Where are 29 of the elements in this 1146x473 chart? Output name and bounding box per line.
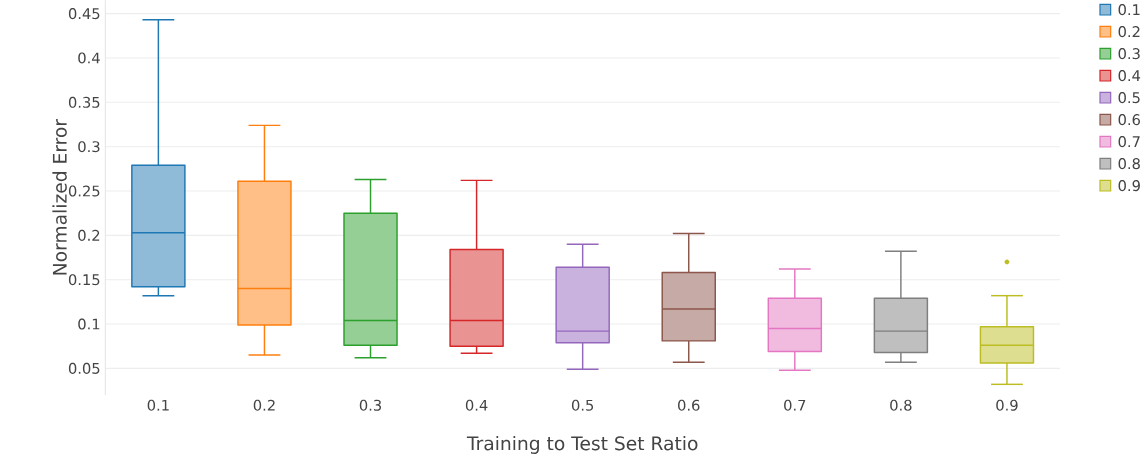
legend-label: 0.7 — [1118, 136, 1140, 148]
legend-label: 0.4 — [1118, 70, 1141, 82]
legend-label: 0.3 — [1118, 48, 1140, 60]
legend-label: 0.6 — [1118, 114, 1140, 126]
y-tick-label: 0.2 — [78, 229, 100, 241]
x-tick-label: 0.9 — [996, 399, 1018, 411]
x-tick-label: 0.4 — [465, 399, 488, 411]
legend-label: 0.8 — [1118, 158, 1140, 170]
y-tick-label: 0.35 — [68, 96, 100, 108]
x-tick-label: 0.6 — [678, 399, 700, 411]
x-tick-label: 0.7 — [784, 399, 806, 411]
legend-label: 0.9 — [1118, 180, 1140, 192]
x-axis-title: Training to Test Set Ratio — [466, 435, 698, 455]
x-tick-label: 0.3 — [359, 399, 382, 411]
y-axis-title: Normalized Error — [52, 119, 67, 275]
legend-label: 0.2 — [1118, 26, 1140, 38]
legend-label: 0.5 — [1118, 92, 1140, 104]
y-tick-label: 0.4 — [78, 52, 100, 64]
y-tick-label: 0.05 — [68, 362, 100, 374]
x-tick-label: 0.1 — [147, 399, 169, 411]
y-tick-label: 0.3 — [78, 141, 100, 153]
y-tick-label: 0.1 — [78, 318, 100, 330]
legend-label: 0.1 — [1118, 4, 1140, 16]
x-tick-label: 0.5 — [571, 399, 594, 411]
y-tick-label: 0.25 — [68, 185, 100, 197]
x-tick-label: 0.2 — [253, 399, 275, 411]
y-tick-label: 0.15 — [68, 274, 100, 286]
x-tick-label: 0.8 — [890, 399, 912, 411]
y-tick-label: 0.45 — [68, 8, 100, 20]
